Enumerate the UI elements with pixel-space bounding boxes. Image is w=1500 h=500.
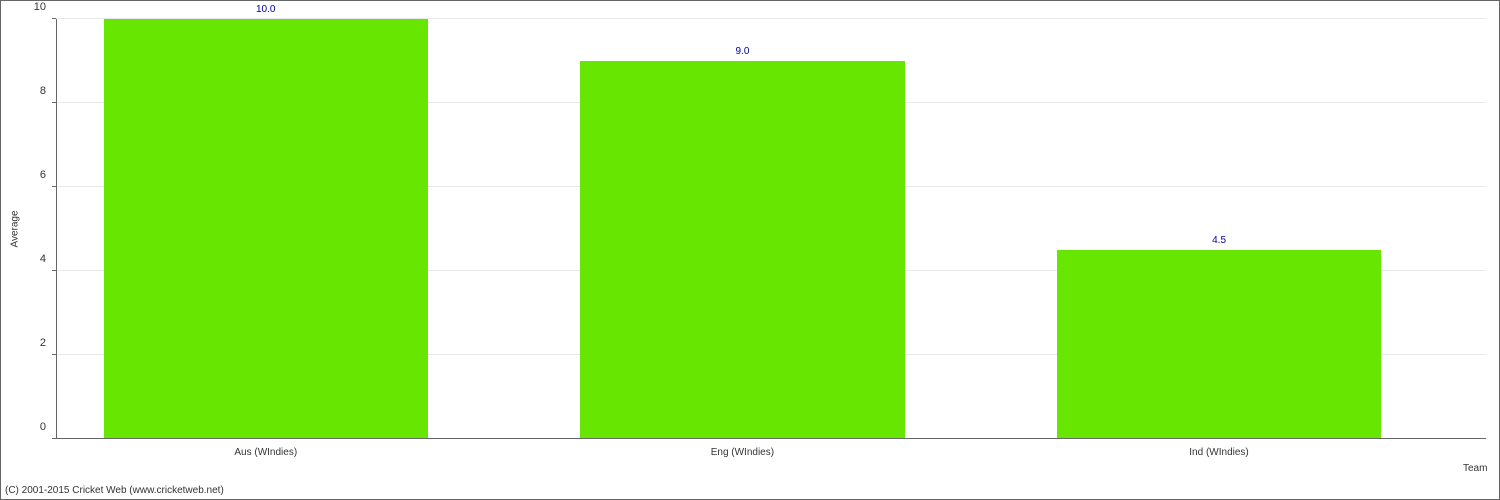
bar-value-label: 4.5 [1212, 235, 1226, 250]
ytick-label: 4 [40, 253, 56, 265]
ytick-label: 6 [40, 169, 56, 181]
ytick-label: 0 [40, 421, 56, 433]
x-axis-line [56, 438, 1486, 439]
y-axis-title: Average [10, 210, 21, 247]
bar-value-label: 10.0 [256, 4, 275, 19]
bar: 9.0 [580, 61, 904, 439]
x-axis-title: Team [1463, 463, 1487, 474]
y-axis-line [56, 19, 57, 439]
ytick-label: 2 [40, 337, 56, 349]
bar: 10.0 [104, 19, 428, 439]
ytick-label: 10 [34, 1, 56, 13]
category-label: Eng (WIndies) [711, 439, 774, 458]
copyright-text: (C) 2001-2015 Cricket Web (www.cricketwe… [5, 485, 224, 496]
category-label: Aus (WIndies) [234, 439, 297, 458]
plot-area: 0 2 4 6 8 10 10.0 9.0 4.5 Aus (WIndies) … [56, 19, 1486, 439]
ytick-label: 8 [40, 85, 56, 97]
bar-value-label: 9.0 [736, 46, 750, 61]
category-label: Ind (WIndies) [1189, 439, 1248, 458]
chart-frame: 0 2 4 6 8 10 10.0 9.0 4.5 Aus (WIndies) … [0, 0, 1500, 500]
bar: 4.5 [1057, 250, 1381, 439]
